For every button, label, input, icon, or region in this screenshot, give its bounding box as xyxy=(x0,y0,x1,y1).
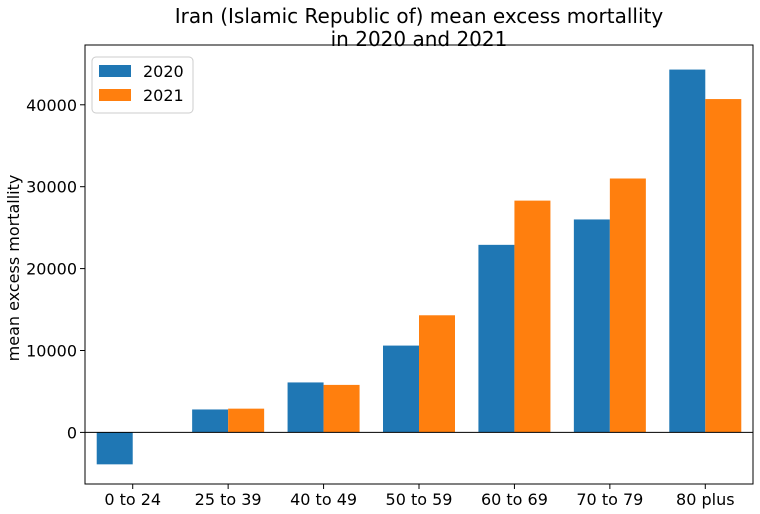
bar-2021-2 xyxy=(323,384,360,433)
bar-2020-6 xyxy=(669,69,706,433)
bar-2021-4 xyxy=(514,200,551,433)
bar-2021-6 xyxy=(705,99,742,433)
x-tick-label-1: 25 to 39 xyxy=(195,490,262,509)
x-tick-label-5: 70 to 79 xyxy=(576,490,643,509)
chart-title-line-2: in 2020 and 2021 xyxy=(331,27,508,51)
plot-area: 0 10000 20000 30000 40000 0 to 24 25 to 39 40 t… xyxy=(26,44,754,509)
y-tick-label-4: 40000 xyxy=(26,96,77,115)
y-tick-label-1: 10000 xyxy=(26,341,77,360)
x-tick-label-2: 40 to 49 xyxy=(290,490,357,509)
legend-label-2020: 2020 xyxy=(143,62,184,81)
bar-2020-1 xyxy=(192,409,229,433)
legend-swatch-2020 xyxy=(99,65,131,77)
bar-2021-3 xyxy=(419,315,455,433)
bar-2021-5 xyxy=(609,178,646,433)
x-tick-label-4: 60 to 69 xyxy=(481,490,548,509)
bar-2020-5 xyxy=(573,219,610,433)
x-tick-label-3: 50 to 59 xyxy=(386,490,453,509)
y-tick-label-2: 20000 xyxy=(26,260,77,279)
bar-2020-3 xyxy=(383,345,419,433)
legend-label-2021: 2021 xyxy=(143,86,184,105)
y-axis-label: mean excess mortallity xyxy=(4,175,23,362)
y-tick-label-0: 0 xyxy=(67,423,77,442)
chart-title-line-1: Iran (Islamic Republic of) mean excess m… xyxy=(175,4,664,28)
legend-swatch-2021 xyxy=(99,89,131,101)
bar-2020-0 xyxy=(96,432,133,465)
legend: 2020 2021 xyxy=(91,56,194,114)
bar-2020-2 xyxy=(287,382,324,433)
bar-2020-4 xyxy=(478,244,515,433)
y-tick-label-3: 30000 xyxy=(26,178,77,197)
x-tick-label-6: 80 plus xyxy=(676,490,735,509)
x-tick-label-0: 0 to 24 xyxy=(104,490,161,509)
bar-2021-1 xyxy=(228,408,265,433)
